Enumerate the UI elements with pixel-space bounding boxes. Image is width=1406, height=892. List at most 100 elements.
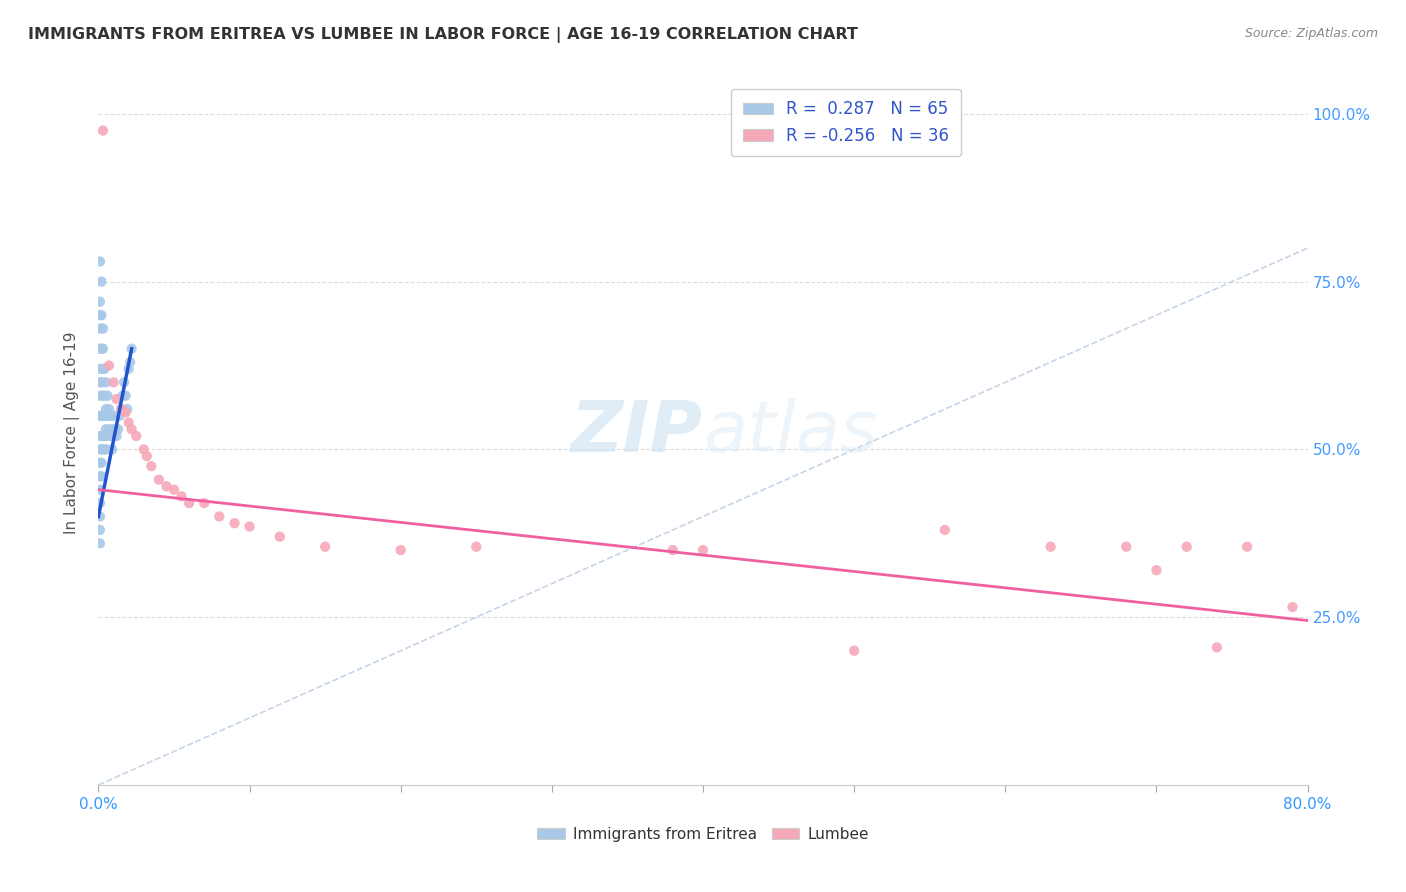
Text: atlas: atlas xyxy=(703,398,877,467)
Point xyxy=(93,429,115,443)
Point xyxy=(100,409,122,423)
Point xyxy=(208,509,231,524)
Point xyxy=(1206,640,1229,655)
Point xyxy=(89,342,111,356)
Point xyxy=(100,429,122,443)
Point xyxy=(105,429,128,443)
Point xyxy=(94,422,117,436)
Point xyxy=(93,442,115,457)
Point xyxy=(121,422,143,436)
Point xyxy=(1281,600,1303,615)
Point xyxy=(110,402,132,417)
Y-axis label: In Labor Force | Age 16-19: In Labor Force | Age 16-19 xyxy=(63,331,80,534)
Point xyxy=(91,362,114,376)
Point xyxy=(93,409,115,423)
Point xyxy=(93,389,115,403)
Point xyxy=(91,123,114,137)
Point xyxy=(465,540,488,554)
Point xyxy=(98,422,121,436)
Text: Source: ZipAtlas.com: Source: ZipAtlas.com xyxy=(1244,27,1378,40)
Point xyxy=(112,376,135,390)
Point xyxy=(120,355,142,369)
Point xyxy=(1144,563,1167,577)
Point xyxy=(89,429,111,443)
Point xyxy=(89,483,111,497)
Point xyxy=(104,422,127,436)
Point xyxy=(94,442,117,457)
Point xyxy=(101,422,124,436)
Point xyxy=(269,530,291,544)
Point xyxy=(118,416,141,430)
Point xyxy=(91,429,114,443)
Point xyxy=(148,473,170,487)
Point xyxy=(90,442,112,457)
Point xyxy=(89,469,111,483)
Point xyxy=(89,523,111,537)
Point xyxy=(314,540,336,554)
Legend: Immigrants from Eritrea, Lumbee: Immigrants from Eritrea, Lumbee xyxy=(531,821,875,847)
Point xyxy=(89,376,111,390)
Point xyxy=(89,254,111,268)
Point xyxy=(114,405,136,419)
Point xyxy=(96,409,118,423)
Point xyxy=(98,402,121,417)
Point xyxy=(91,389,114,403)
Point xyxy=(1115,540,1137,554)
Point xyxy=(179,496,201,510)
Point xyxy=(90,469,112,483)
Point xyxy=(90,342,112,356)
Point xyxy=(89,362,111,376)
Point xyxy=(1236,540,1258,554)
Point xyxy=(89,294,111,309)
Point xyxy=(107,422,129,436)
Point xyxy=(118,362,141,376)
Point xyxy=(103,429,125,443)
Point xyxy=(135,449,157,463)
Point xyxy=(105,392,128,406)
Point xyxy=(132,442,155,457)
Point xyxy=(661,543,683,558)
Point xyxy=(224,516,246,531)
Point xyxy=(101,442,124,457)
Point xyxy=(125,429,148,443)
Point xyxy=(121,342,143,356)
Point xyxy=(90,275,112,289)
Point xyxy=(91,442,114,457)
Point xyxy=(108,409,131,423)
Point xyxy=(111,389,134,403)
Point xyxy=(155,479,177,493)
Point xyxy=(94,402,117,417)
Point xyxy=(141,459,163,474)
Point xyxy=(94,376,117,390)
Point xyxy=(89,409,111,423)
Point xyxy=(1175,540,1198,554)
Text: ZIP: ZIP xyxy=(571,398,703,467)
Point xyxy=(163,483,186,497)
Point xyxy=(90,376,112,390)
Point xyxy=(98,359,121,373)
Point xyxy=(90,409,112,423)
Point xyxy=(115,402,138,417)
Point xyxy=(114,389,136,403)
Point xyxy=(89,456,111,470)
Point xyxy=(89,321,111,335)
Point xyxy=(89,389,111,403)
Point xyxy=(170,489,193,503)
Point xyxy=(90,308,112,322)
Point xyxy=(89,509,111,524)
Point xyxy=(96,389,118,403)
Point xyxy=(103,409,125,423)
Point xyxy=(239,519,262,533)
Point xyxy=(110,402,132,417)
Point xyxy=(91,409,114,423)
Point xyxy=(389,543,412,558)
Point xyxy=(93,362,115,376)
Point xyxy=(96,429,118,443)
Point xyxy=(844,644,866,658)
Point xyxy=(89,536,111,550)
Point xyxy=(1039,540,1062,554)
Point xyxy=(90,456,112,470)
Point xyxy=(103,376,125,390)
Point xyxy=(89,308,111,322)
Point xyxy=(692,543,714,558)
